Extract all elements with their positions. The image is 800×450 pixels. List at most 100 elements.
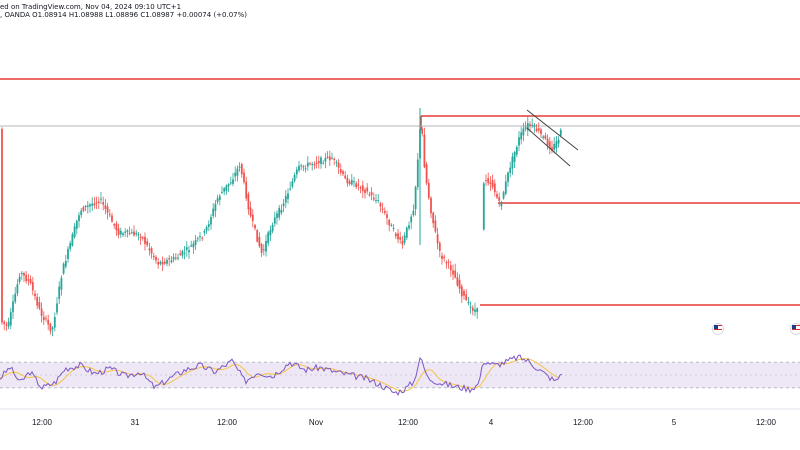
candle-body [333,158,336,160]
x-tick-label: Nov [309,418,323,427]
candle-body [238,166,241,168]
x-tick-label: 4 [489,418,494,427]
candle-body [548,141,551,149]
candle-body [60,277,63,290]
candle-body [302,166,305,168]
flag-canton [792,325,796,329]
candle-body [342,171,344,174]
candle-body [203,230,206,233]
candle-body [91,203,94,206]
candle-body [174,257,177,259]
candle-body [542,136,545,138]
candle-body [555,141,558,149]
candle-body [159,261,162,264]
candle-body [467,301,470,304]
candle-body [465,294,468,300]
candle-body [529,124,531,126]
candle-body [192,243,195,248]
candle-body [146,241,149,246]
candle-body [443,256,446,259]
candle-body [306,162,309,167]
candle-body [12,301,14,313]
candle-body [304,168,307,170]
ohlc-readout: O1.08914 H1.08988 L1.08896 C1.08987 +0.0… [32,11,248,19]
candle-body [271,224,274,232]
candle-body [199,236,201,238]
candle-body [282,203,285,207]
candle-body [454,270,457,278]
candlestick-series [1,108,562,337]
candle-body [399,237,402,240]
candle-body [141,237,144,239]
candle-body [513,152,516,162]
candle-body [177,257,179,259]
candle-body [51,327,54,330]
horizontal-levels[interactable] [0,28,800,306]
candle-body [64,260,67,267]
candle-body [412,210,415,216]
candle-body [45,318,47,320]
channel-upper-line [526,109,579,151]
candle-body [498,197,501,201]
candle-body [31,282,34,291]
candle-body [348,181,351,184]
candle-body [295,169,298,175]
candle-body [551,147,553,151]
candle-body [245,181,248,199]
candle-body [500,202,503,207]
candle-body [456,277,459,286]
candle-body [432,212,435,224]
candle-body [335,162,338,164]
candle-body [108,214,111,216]
candle-body [67,248,69,259]
candle-body [379,203,382,207]
candle-body [449,265,452,271]
candle-body [155,256,157,261]
economic-events[interactable] [712,323,800,335]
candle-body [386,214,388,219]
candle-body [522,128,525,136]
flag-canton [714,325,718,329]
candle-body [89,204,91,207]
descending-channel[interactable] [526,109,579,167]
candle-body [313,164,316,166]
x-tick-label: 31 [131,418,140,427]
candle-body [388,219,391,226]
flag-stripe [792,329,800,330]
candle-body [247,194,250,210]
candle-body [38,302,41,309]
candle-body [58,286,61,299]
rsi-pane [0,354,800,396]
candle-body [434,220,437,232]
candle-body [421,128,424,134]
candle-body [291,181,294,187]
candle-body [509,167,512,173]
candle-body [504,181,507,194]
candle-body [133,231,135,236]
candle-body [93,203,96,206]
candle-body [394,233,397,237]
candle-body [148,248,151,251]
x-tick-label: 5 [672,418,677,427]
candle-body [53,317,56,328]
candle-body [460,286,463,297]
candle-body [357,184,360,186]
candle-body [29,279,32,284]
candle-body [511,156,514,169]
candle-body [441,255,443,259]
candle-body [289,188,292,190]
candle-body [557,139,560,144]
candle-body [276,213,278,219]
candle-body [520,132,523,140]
candle-body [262,249,265,251]
candle-body [115,223,118,231]
candle-body [185,247,188,250]
candle-body [364,189,366,194]
candle-body [427,182,430,198]
candle-body [515,146,518,155]
candle-body [526,123,529,131]
candle-body [469,306,472,308]
flag-stripe [792,331,800,332]
candle-body [293,175,296,181]
